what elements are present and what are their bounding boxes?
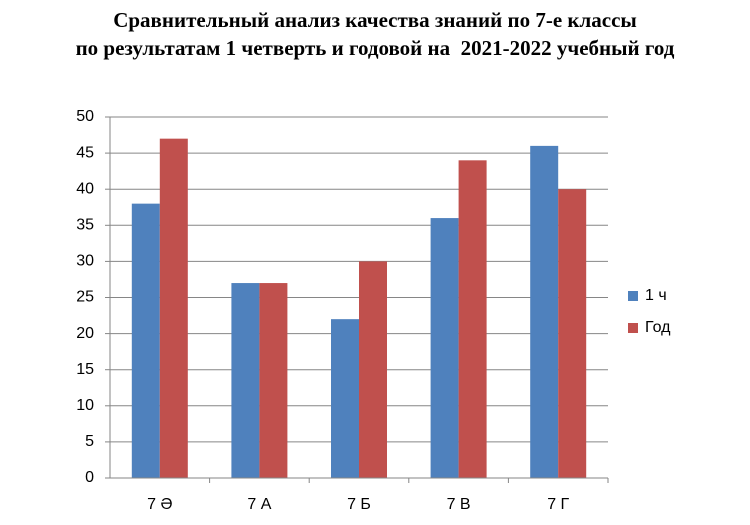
x-tick-label: 7 В [447, 496, 471, 513]
x-tick-label: 7 Ә [147, 496, 172, 513]
chart-title: Сравнительный анализ качества знаний по … [113, 8, 637, 32]
y-tick-label: 20 [76, 325, 94, 342]
x-tick-label: 7 А [247, 496, 271, 513]
bar [131, 203, 160, 478]
legend-swatch [628, 291, 638, 301]
bar [430, 218, 459, 478]
bar [231, 283, 260, 478]
bar [159, 138, 188, 478]
y-tick-label: 25 [76, 289, 94, 306]
bar [530, 145, 559, 478]
legend-label: 1 ч [645, 287, 667, 304]
legend-swatch [628, 323, 638, 333]
x-tick-label: 7 Г [547, 496, 569, 513]
bar [458, 160, 487, 478]
x-tick-label: 7 Б [347, 496, 371, 513]
bar [331, 319, 359, 478]
y-tick-label: 30 [76, 253, 94, 270]
y-tick-label: 10 [76, 397, 94, 414]
y-tick-label: 0 [85, 469, 94, 486]
bar [558, 189, 587, 478]
y-tick-label: 40 [76, 180, 94, 197]
bar [359, 261, 387, 478]
y-tick-label: 45 [76, 144, 94, 161]
y-tick-label: 15 [76, 361, 94, 378]
legend-label: Год [645, 319, 671, 336]
bar [259, 283, 288, 478]
y-tick-label: 5 [85, 433, 94, 450]
chart-title: по результатам 1 четверть и годовой на 2… [76, 36, 675, 60]
y-tick-label: 50 [76, 108, 94, 125]
y-tick-label: 35 [76, 217, 94, 234]
